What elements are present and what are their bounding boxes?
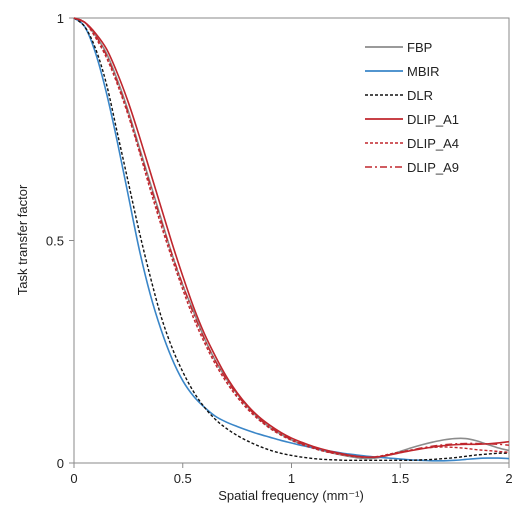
- legend-label: DLIP_A9: [407, 160, 459, 175]
- legend-label: DLIP_A4: [407, 136, 459, 151]
- x-tick-label: 0.5: [174, 471, 192, 486]
- legend: FBP MBIR DLR DLIP_A1 DLIP_A4 DLIP_A9: [365, 40, 459, 175]
- axis-ticks: 0 0.5 1 1.5 2 0 0.5 1: [46, 11, 513, 486]
- legend-label: DLR: [407, 88, 433, 103]
- series-line-mbir: [73, 17, 510, 462]
- plot-frame: [73, 17, 510, 464]
- series-lines: [73, 17, 510, 462]
- legend-label: FBP: [407, 40, 432, 55]
- x-tick-label: 0: [70, 471, 77, 486]
- legend-label: MBIR: [407, 64, 440, 79]
- x-tick-label: 1: [288, 471, 295, 486]
- x-tick-label: 2: [505, 471, 512, 486]
- series-line-dlip-a4: [73, 17, 510, 458]
- legend-label: DLIP_A1: [407, 112, 459, 127]
- series-line-dlip-a9: [73, 17, 510, 458]
- x-axis-title: Spatial frequency (mm⁻¹): [218, 488, 364, 503]
- y-tick-label: 1: [57, 11, 64, 26]
- y-axis-title: Task transfer factor: [15, 184, 30, 295]
- y-tick-label: 0.5: [46, 234, 64, 249]
- x-tick-label: 1.5: [391, 471, 409, 486]
- series-line-dlr: [73, 17, 510, 462]
- y-tick-label: 0: [57, 456, 64, 471]
